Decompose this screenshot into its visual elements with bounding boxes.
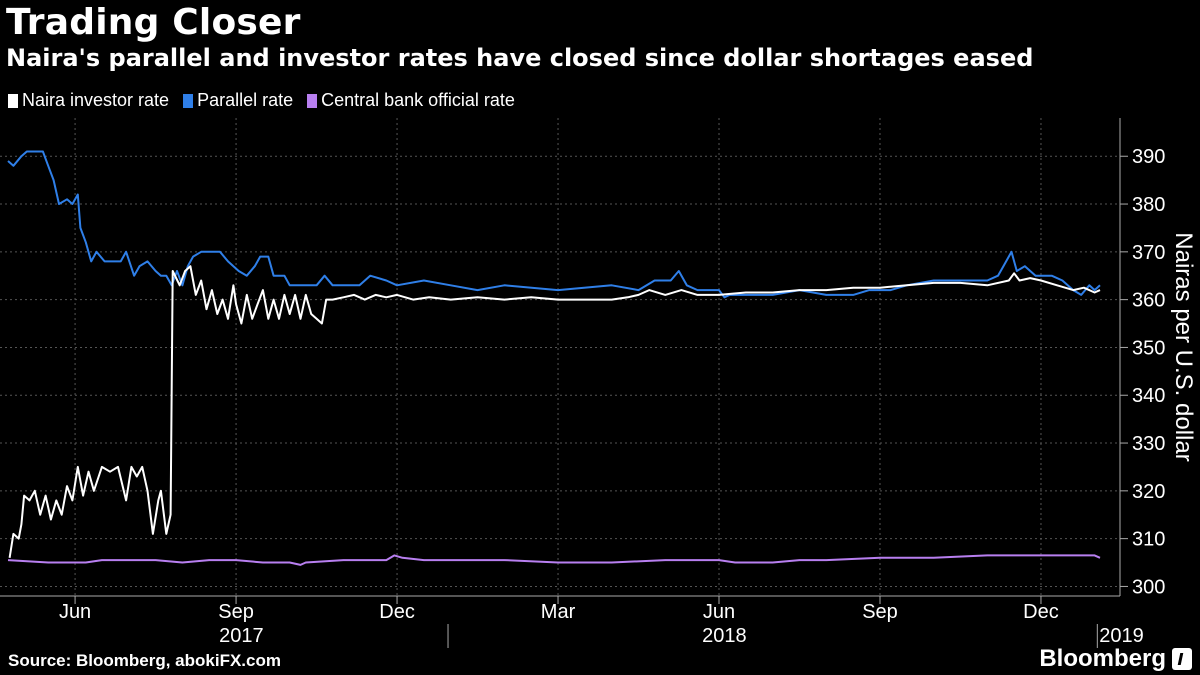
- y-tick-label: 390: [1132, 146, 1165, 168]
- y-tick-label: 330: [1132, 433, 1165, 455]
- chart-title: Trading Closer: [6, 2, 301, 43]
- year-label: 2019: [1099, 625, 1144, 647]
- series-line-parallel: [7, 150, 1101, 299]
- y-tick-label: 340: [1132, 385, 1165, 407]
- x-tick-label: Jun: [703, 601, 735, 623]
- year-label: 2018: [702, 625, 747, 647]
- x-tick-label: Sep: [862, 601, 898, 623]
- x-tick-label: Dec: [1023, 601, 1059, 623]
- legend-swatch-official: [307, 93, 318, 108]
- y-tick-label: 300: [1132, 576, 1165, 598]
- bloomberg-logo-text: Bloomberg: [1039, 645, 1166, 672]
- y-tick-label: 350: [1132, 337, 1165, 359]
- legend-swatch-parallel: [183, 93, 194, 108]
- legend-item-official: Central bank official rate: [307, 90, 515, 111]
- series-line-official: [7, 554, 1101, 566]
- y-axis-title: Nairas per U.S. dollar: [1170, 232, 1197, 461]
- legend-label-parallel: Parallel rate: [197, 90, 294, 110]
- y-tick-label: 380: [1132, 194, 1165, 216]
- chart-subtitle: Naira's parallel and investor rates have…: [6, 44, 1034, 72]
- legend-item-investor: Naira investor rate: [8, 90, 169, 111]
- legend-label-investor: Naira investor rate: [22, 90, 170, 110]
- legend: Naira investor rate Parallel rate Centra…: [8, 90, 515, 111]
- year-label: 2017: [219, 625, 264, 647]
- legend-swatch-investor: [8, 93, 18, 108]
- x-tick-label: Jun: [59, 601, 91, 623]
- y-tick-label: 360: [1132, 290, 1165, 312]
- x-tick-label: Mar: [541, 601, 576, 623]
- y-tick-label: 370: [1132, 242, 1165, 264]
- bloomberg-logo-icon: [1172, 648, 1192, 670]
- series-line-investor: [8, 265, 1101, 558]
- x-tick-label: Dec: [379, 601, 415, 623]
- legend-item-parallel: Parallel rate: [183, 90, 293, 111]
- y-tick-label: 310: [1132, 529, 1165, 551]
- y-tick-label: 320: [1132, 481, 1165, 503]
- legend-label-official: Central bank official rate: [321, 90, 515, 110]
- x-tick-label: Sep: [218, 601, 254, 623]
- source-note: Source: Bloomberg, abokiFX.com: [8, 651, 281, 670]
